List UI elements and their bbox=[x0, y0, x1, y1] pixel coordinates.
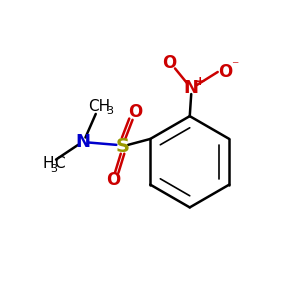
Text: O: O bbox=[106, 171, 121, 189]
Text: O: O bbox=[218, 63, 232, 81]
Text: ⁻: ⁻ bbox=[231, 59, 238, 73]
Text: +: + bbox=[194, 75, 205, 88]
Text: 3: 3 bbox=[50, 164, 57, 174]
Text: N: N bbox=[75, 133, 90, 151]
Text: N: N bbox=[184, 79, 199, 97]
Text: O: O bbox=[162, 54, 176, 72]
Text: 3: 3 bbox=[106, 106, 113, 116]
Text: S: S bbox=[115, 137, 129, 156]
Text: O: O bbox=[128, 103, 142, 122]
Text: CH: CH bbox=[88, 99, 110, 114]
Text: C: C bbox=[54, 157, 64, 172]
Text: H: H bbox=[43, 157, 54, 172]
